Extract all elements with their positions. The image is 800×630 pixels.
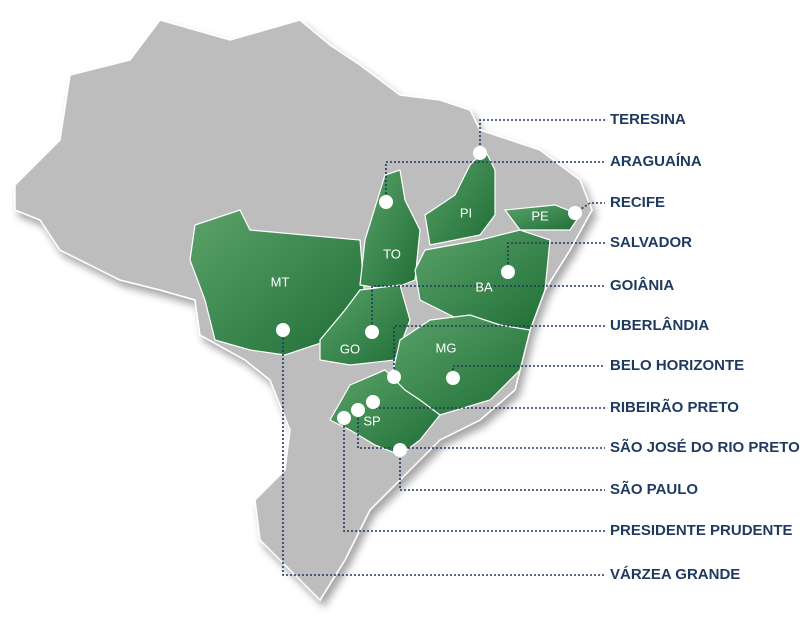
state [503,204,581,231]
city-dot [276,323,290,337]
labels: MT TO GO PI PE BA MG SP TERESINA ARAGUAÍNA RECIFE S… [271,111,800,583]
city-dot [351,403,365,417]
leader-line [385,161,605,202]
state-label: PE [531,208,549,223]
state-label: GO [340,341,360,356]
city-dot [387,370,401,384]
state-label: MT [271,274,290,289]
city-label: SÃO JOSÉ DO RIO PRETO [610,438,800,456]
state-label: BA [475,279,493,294]
city-label: UBERLÂNDIA [610,316,709,334]
leader-line [282,330,605,576]
leader-line [343,418,605,532]
leader-line [479,119,605,153]
city-label: RIBEIRÃO PRETO [610,398,739,416]
leader-line [371,285,605,332]
state-label: TO [383,246,401,261]
city-dot [446,371,460,385]
city-label: VÁRZEA GRANDE [610,566,740,583]
city-dot [568,206,582,220]
city-label: RECIFE [610,194,665,211]
state [319,284,411,366]
state [424,148,496,246]
leader-line [574,202,605,214]
city-dot [501,265,515,279]
state-label: SP [363,413,380,428]
leader-line [393,325,605,377]
state [359,169,421,291]
city-label: GOIÂNIA [610,276,674,294]
city-label: SALVADOR [610,234,692,251]
city-dot [365,325,379,339]
city-label: BELO HORIZONTE [610,357,744,374]
city-dot [473,146,487,160]
leader-line [399,450,605,491]
city-label: PRESIDENTE PRUDENTE [610,522,793,539]
city-label: ARAGUAÍNA [610,153,702,170]
state-label: PI [460,205,472,220]
states [189,148,581,456]
city-dot [393,443,407,457]
city-dot [379,195,393,209]
city-dot [366,395,380,409]
leader-line [507,242,605,272]
city-dot [337,411,351,425]
state [189,209,366,356]
city-label: TERESINA [610,111,686,128]
leader-line [357,410,605,449]
city-label: SÃO PAULO [610,480,698,498]
state-label: MG [436,340,457,355]
